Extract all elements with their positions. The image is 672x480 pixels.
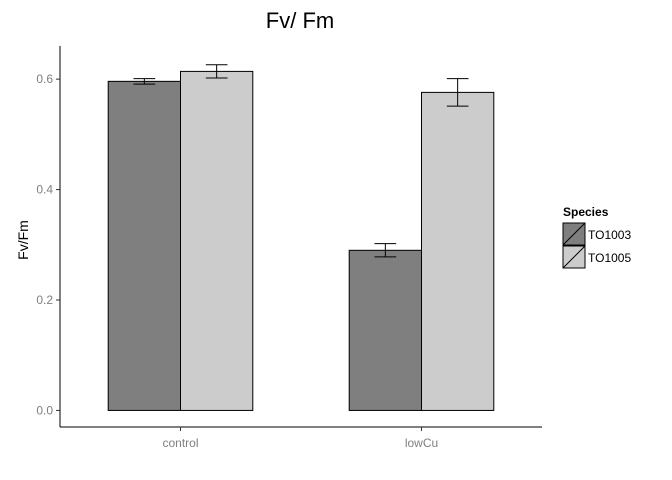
x-ticks-group: control lowCu xyxy=(162,427,438,450)
legend-swatch-slash xyxy=(562,245,586,269)
y-axis-label: Fv/Fm xyxy=(15,220,31,260)
legend-title: Species xyxy=(563,205,609,219)
error-bars-group xyxy=(133,64,469,258)
bars-group xyxy=(107,70,495,411)
legend-swatch-slash xyxy=(562,222,586,246)
y-tick-label: 0.0 xyxy=(36,403,53,417)
legend: Species TO1003 TO1005 xyxy=(562,205,631,269)
y-tick-label: 0.2 xyxy=(36,293,53,307)
bar-TO1005-lowCu xyxy=(421,91,495,411)
x-tick-label-lowCu: lowCu xyxy=(405,436,438,450)
bar-TO1005-control xyxy=(180,70,254,411)
y-ticks-group: 0.0 0.2 0.4 0.6 xyxy=(36,72,60,417)
y-tick-label: 0.6 xyxy=(36,72,53,86)
x-tick-label-control: control xyxy=(162,436,198,450)
bar-TO1003-control xyxy=(107,80,181,411)
legend-label-TO1005: TO1005 xyxy=(588,251,631,265)
legend-label-TO1003: TO1003 xyxy=(588,228,631,242)
y-tick-label: 0.4 xyxy=(36,183,53,197)
bar-TO1003-lowCu xyxy=(348,249,423,411)
chart-title: Fv/ Fm xyxy=(266,8,334,33)
